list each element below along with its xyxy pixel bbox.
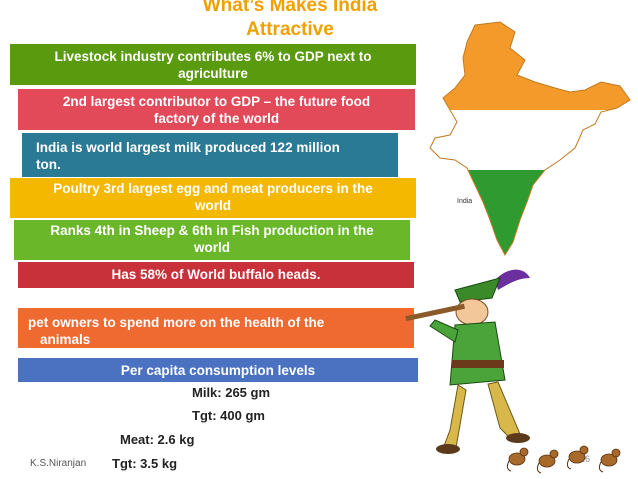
- band-poultry: Poultry 3rd largest egg and meat produce…: [10, 178, 416, 218]
- band-text: ton.: [36, 157, 61, 172]
- milk-consumption: Milk: 265 gm: [192, 385, 271, 400]
- band-sheep-fish: Ranks 4th in Sheep & 6th in Fish product…: [14, 220, 410, 260]
- band-text: 2nd largest contributor to GDP – the fut…: [62, 94, 371, 109]
- slide-title-line1: What’s Makes India: [202, 0, 378, 16]
- band-text: Poultry 3rd largest egg and meat produce…: [53, 181, 373, 196]
- band-text: pet owners to spend more on the health o…: [28, 315, 325, 330]
- band-text: animals: [40, 332, 91, 347]
- band-text: Livestock industry contributes 6% to GDP…: [54, 49, 372, 64]
- band-gdp-contributor: 2nd largest contributor to GDP – the fut…: [18, 89, 415, 130]
- band-text: India is world largest milk produced 122…: [36, 140, 340, 155]
- band-text: Has 58% of World buffalo heads.: [111, 267, 321, 282]
- band-text: factory of the world: [153, 111, 280, 126]
- band-buffalo: Has 58% of World buffalo heads.: [18, 262, 414, 288]
- map-label: India: [457, 198, 472, 205]
- slide-title: What’s Makes India Attractive: [150, 0, 430, 42]
- author-footer: K.S.Niranjan: [30, 458, 87, 469]
- milk-target: Tgt: 400 gm: [192, 408, 265, 423]
- pied-piper-icon: [405, 269, 530, 454]
- meat-consumption: Meat: 2.6 kg: [120, 432, 195, 447]
- band-milk-production: India is world largest milk produced 122…: [22, 133, 398, 177]
- meat-target: Tgt: 3.5 kg: [112, 456, 178, 471]
- band-text: Per capita consumption levels: [120, 363, 316, 378]
- band-text: world: [195, 198, 231, 213]
- band-livestock-gdp: Livestock industry contributes 6% to GDP…: [10, 44, 416, 85]
- band-consumption: Per capita consumption levels: [18, 358, 418, 382]
- page-number: 26: [580, 454, 591, 464]
- band-text: agriculture: [178, 66, 248, 81]
- mice-icon: [506, 445, 621, 474]
- india-map-icon: India: [429, 21, 631, 257]
- band-text: Ranks 4th in Sheep & 6th in Fish product…: [50, 223, 374, 238]
- band-text: world: [194, 240, 230, 255]
- slide-title-line2: Attractive: [246, 19, 334, 40]
- band-pet-owners: pet owners to spend more on the health o…: [18, 308, 414, 348]
